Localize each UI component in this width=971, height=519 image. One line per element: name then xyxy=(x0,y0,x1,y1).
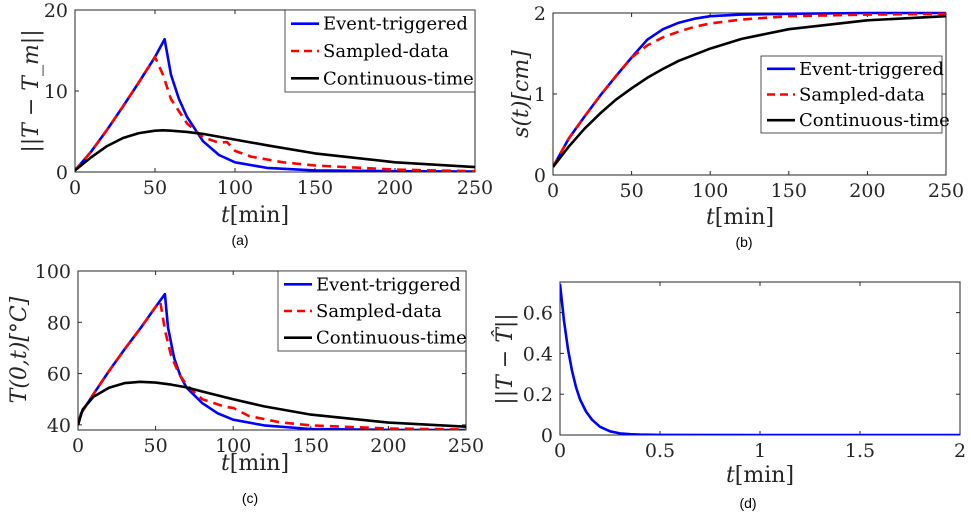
x-axis-unit-c: [min] xyxy=(230,451,289,476)
panel-a: 0 50 100 150 200 250 0 10 20 Event-triggered Sampl… xyxy=(19,0,493,248)
legend-label-a: Event-triggered xyxy=(323,14,468,35)
series-line-sampled-data-b xyxy=(553,12,946,168)
x-tick-label-a: 250 xyxy=(457,177,493,199)
x-tick-label-d: 0 xyxy=(554,440,566,462)
legend-label-a: Continuous-time xyxy=(323,68,474,89)
x-tick-label-b: 250 xyxy=(928,180,964,202)
y-tick-label-c: 60 xyxy=(47,364,71,386)
x-tick-label-a: 50 xyxy=(143,177,167,199)
x-axis-variable-b: t xyxy=(706,205,715,230)
y-axis-label-c: T(0,t)[°C] xyxy=(7,296,32,403)
plot-frame-d xyxy=(559,281,961,436)
series-group-d xyxy=(560,283,960,435)
x-axis-unit-d: [min] xyxy=(735,463,794,488)
y-tick-label-d: 0.4 xyxy=(523,343,553,365)
y-axis-label-b: s(t)[cm] xyxy=(509,50,534,138)
y-axis-label-d: ||T − T̂|| xyxy=(492,313,518,404)
x-tick-label-d: 2 xyxy=(954,440,966,462)
x-tick-label-d: 0.5 xyxy=(645,440,675,462)
y-tick-label-d: 0.2 xyxy=(523,384,553,406)
y-tick-label-d: 0 xyxy=(541,425,553,447)
x-tick-label-b: 0 xyxy=(547,180,559,202)
panel-caption-c: (c) xyxy=(242,490,258,506)
x-tick-label-c: 100 xyxy=(215,435,251,457)
series-group-a xyxy=(75,37,475,172)
x-axis-unit-a: [min] xyxy=(230,203,289,228)
legend-label-a: Sampled-data xyxy=(323,41,449,62)
x-tick-label-c: 50 xyxy=(144,435,168,457)
series-line-continuous-time-c xyxy=(78,380,466,428)
x-axis-unit-b: [min] xyxy=(715,205,774,230)
x-axis-label-d: t[min] xyxy=(726,463,794,488)
legend-label-c: Event-triggered xyxy=(316,274,461,295)
legend-c: Event-triggered Sampled-data Continuous-ti… xyxy=(277,270,467,352)
series-group-c xyxy=(78,292,466,430)
legend-label-b: Continuous-time xyxy=(799,110,950,131)
x-tick-label-a: 150 xyxy=(297,177,333,199)
x-tick-label-a: 200 xyxy=(377,177,413,199)
y-tick-label-c: 40 xyxy=(47,415,71,437)
series-line-sampled-data-c xyxy=(78,300,466,430)
y-tick-label-c: 80 xyxy=(47,312,71,334)
x-tick-label-d: 1 xyxy=(754,440,766,462)
x-axis-label-b: t[min] xyxy=(706,205,774,230)
series-group-b xyxy=(553,11,946,168)
legend-label-c: Sampled-data xyxy=(316,301,442,322)
x-tick-label-a: 0 xyxy=(69,177,81,199)
x-tick-label-c: 0 xyxy=(72,435,84,457)
x-tick-label-c: 250 xyxy=(448,435,484,457)
y-tick-label-a: 20 xyxy=(44,0,68,22)
x-tick-label-b: 200 xyxy=(849,180,885,202)
panel-caption-d: (d) xyxy=(739,495,756,511)
series-line-event-triggered-a xyxy=(75,37,475,172)
legend-b: Event-triggered Sampled-data Continuous-ti… xyxy=(760,55,950,134)
panel-c: 0 50 100 150 200 250 40 60 80 100 Event-triggered S… xyxy=(7,261,484,506)
y-tick-label-b: 2 xyxy=(534,3,546,25)
panel-caption-b: (b) xyxy=(735,234,752,250)
series-line-error-d xyxy=(560,283,960,435)
x-axis-label-a: t[min] xyxy=(221,203,289,228)
y-tick-label-d: 0.6 xyxy=(523,303,553,325)
x-tick-label-b: 150 xyxy=(771,180,807,202)
x-axis-variable-d: t xyxy=(726,463,735,488)
x-tick-label-c: 150 xyxy=(293,435,329,457)
x-tick-label-b: 100 xyxy=(692,180,728,202)
series-line-continuous-time-b xyxy=(553,14,946,168)
x-axis-label-c: t[min] xyxy=(221,451,289,476)
panel-b: 0 50 100 150 200 250 0 1 2 Event-triggered Sampled… xyxy=(509,3,964,250)
y-axis-label-a: ||T − T_m|| xyxy=(19,29,44,152)
series-line-continuous-time-a xyxy=(75,129,475,172)
x-tick-label-c: 200 xyxy=(370,435,406,457)
y-tick-label-a: 10 xyxy=(44,81,68,103)
y-tick-label-a: 0 xyxy=(56,162,68,184)
x-axis-variable-c: t xyxy=(221,451,230,476)
legend-a: Event-triggered Sampled-data Continuous-ti… xyxy=(284,9,476,93)
x-tick-label-d: 1.5 xyxy=(845,440,875,462)
panel-d: 0 0.5 1 1.5 2 0 0.2 0.4 0.6 t[min] ||T − T̂|| (d) xyxy=(492,281,966,511)
x-tick-label-a: 100 xyxy=(217,177,253,199)
y-tick-label-b: 1 xyxy=(534,84,546,106)
x-tick-label-b: 50 xyxy=(620,180,644,202)
x-axis-variable-a: t xyxy=(221,203,230,228)
series-line-sampled-data-a xyxy=(75,55,475,172)
legend-label-b: Event-triggered xyxy=(799,59,944,80)
y-tick-label-b: 0 xyxy=(534,165,546,187)
legend-label-c: Continuous-time xyxy=(316,328,467,349)
y-tick-label-c: 100 xyxy=(35,261,71,283)
panel-caption-a: (a) xyxy=(231,232,248,248)
legend-label-b: Sampled-data xyxy=(799,85,925,106)
